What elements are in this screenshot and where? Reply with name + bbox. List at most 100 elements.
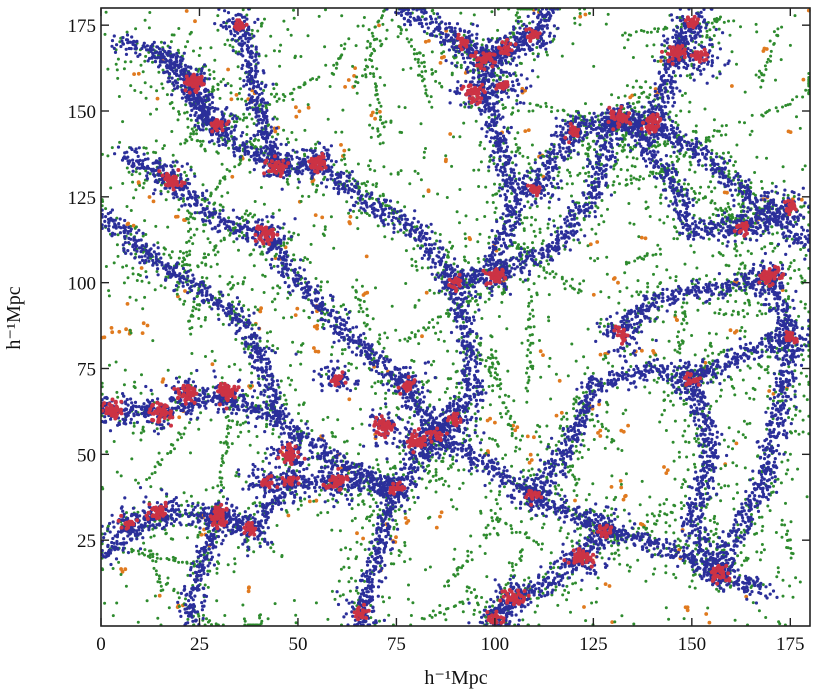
orange-point: [348, 221, 352, 226]
green-point: [290, 378, 294, 382]
green-point: [662, 182, 666, 186]
green-point: [502, 401, 506, 405]
green-point: [453, 547, 457, 551]
green-point: [184, 263, 188, 266]
green-point: [142, 429, 146, 433]
green-point: [464, 237, 467, 241]
green-point: [404, 28, 408, 32]
green-point: [469, 550, 473, 554]
green-point: [753, 193, 757, 197]
green-point: [176, 48, 180, 52]
green-point: [781, 165, 785, 169]
green-point: [318, 493, 322, 497]
green-point: [365, 515, 369, 519]
green-point: [350, 507, 354, 511]
green-point: [310, 429, 314, 432]
green-point: [616, 548, 620, 552]
green-point: [587, 142, 590, 146]
green-point: [187, 319, 191, 323]
green-point: [494, 498, 498, 502]
green-point: [135, 279, 139, 282]
green-point: [190, 504, 194, 508]
green-point: [655, 519, 659, 523]
green-point: [574, 483, 578, 487]
green-point: [332, 63, 336, 67]
green-point: [258, 616, 262, 620]
green-point: [420, 75, 424, 78]
green-point: [476, 257, 480, 260]
green-point: [664, 429, 668, 432]
green-point: [413, 169, 417, 173]
green-point: [487, 115, 491, 119]
green-point: [740, 326, 744, 329]
green-point: [434, 479, 438, 482]
green-point: [789, 556, 793, 560]
orange-point: [685, 608, 690, 613]
green-point: [448, 396, 452, 400]
green-point: [218, 209, 222, 212]
green-point: [242, 347, 246, 351]
green-point: [733, 247, 737, 251]
green-point: [245, 133, 249, 136]
green-point: [267, 123, 271, 127]
green-point: [638, 95, 641, 99]
green-point: [625, 546, 629, 550]
green-point: [469, 69, 472, 73]
green-point: [784, 501, 787, 505]
green-point: [479, 140, 483, 144]
green-point: [393, 466, 397, 470]
green-point: [377, 19, 381, 23]
green-point: [774, 531, 778, 534]
green-point: [291, 340, 295, 344]
green-point: [489, 356, 492, 360]
green-point: [464, 214, 468, 218]
green-point: [297, 412, 300, 415]
green-point: [660, 413, 664, 417]
green-point: [294, 388, 297, 392]
green-point: [640, 479, 644, 483]
green-point: [638, 503, 642, 507]
green-point: [706, 354, 710, 358]
green-point: [258, 339, 262, 343]
green-point: [690, 186, 694, 190]
green-point: [239, 87, 242, 91]
orange-point: [526, 128, 531, 133]
orange-point: [123, 567, 128, 572]
green-point: [189, 165, 193, 169]
green-point: [155, 552, 159, 556]
green-point: [749, 186, 753, 190]
green-point: [289, 364, 292, 367]
green-point: [185, 536, 189, 540]
green-point: [422, 150, 426, 154]
green-point: [412, 48, 416, 51]
green-point: [351, 64, 355, 68]
green-point: [546, 226, 550, 230]
green-point: [666, 394, 670, 397]
green-point: [434, 459, 438, 463]
green-point: [426, 266, 430, 270]
green-point: [489, 334, 493, 338]
green-point: [679, 109, 683, 113]
green-point: [245, 209, 249, 213]
green-point: [127, 170, 131, 174]
green-point: [605, 410, 609, 414]
green-point: [494, 206, 498, 210]
orange-point: [363, 291, 368, 296]
green-point: [159, 584, 163, 588]
green-point: [635, 177, 638, 181]
green-point: [210, 349, 214, 353]
green-point: [246, 347, 250, 351]
green-point: [707, 135, 711, 139]
orange-point: [151, 199, 156, 204]
green-point: [246, 213, 250, 217]
green-point: [284, 398, 288, 402]
green-point: [735, 464, 739, 468]
orange-point: [573, 498, 577, 503]
green-point: [492, 156, 496, 160]
green-point: [143, 18, 147, 22]
green-point: [684, 151, 688, 155]
green-point: [155, 556, 159, 560]
green-point: [368, 72, 372, 75]
green-point: [521, 154, 525, 158]
green-point: [240, 97, 244, 101]
